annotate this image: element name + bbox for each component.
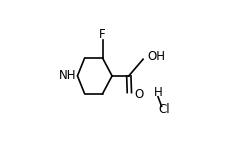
Text: F: F	[99, 28, 105, 41]
Text: H: H	[153, 86, 162, 99]
Text: Cl: Cl	[158, 103, 169, 116]
Text: OH: OH	[147, 50, 165, 63]
Text: NH: NH	[58, 69, 76, 82]
Text: O: O	[134, 89, 143, 102]
